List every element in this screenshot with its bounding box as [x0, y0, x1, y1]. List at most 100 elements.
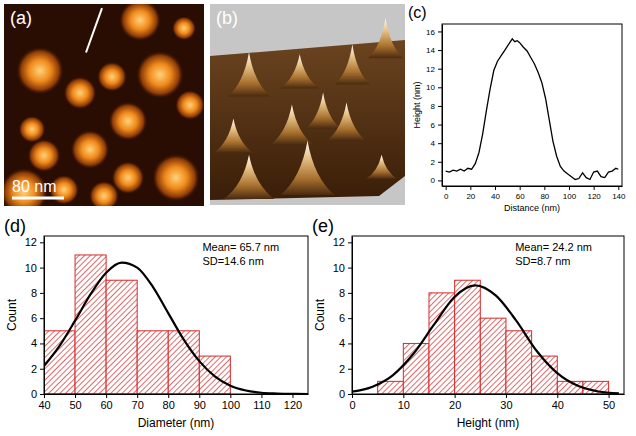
- axis-line: [44, 237, 45, 395]
- tick-mark: [348, 343, 352, 344]
- tick: 140: [612, 186, 626, 201]
- tick-mark: [348, 394, 352, 395]
- panel-label: (e): [312, 216, 334, 236]
- plot-area: [446, 39, 619, 180]
- tick-mark: [75, 394, 76, 398]
- tick-label: 2: [31, 363, 37, 375]
- tick-mark: [106, 394, 107, 398]
- tick: 0: [339, 388, 352, 400]
- particle: [71, 130, 110, 169]
- tick-label: 140: [612, 192, 626, 201]
- tick-mark: [40, 343, 44, 344]
- annotation: Mean= 65.7 nm: [202, 241, 279, 253]
- panel-label: (c): [408, 4, 427, 21]
- tick-label: 120: [587, 192, 601, 201]
- tick: 2: [431, 158, 442, 167]
- particle: [89, 181, 119, 206]
- tick-mark: [506, 394, 507, 398]
- tick-mark: [261, 394, 262, 398]
- tick-label: 0: [349, 399, 355, 411]
- histogram-bar: [455, 280, 481, 394]
- tick: 12: [426, 65, 442, 74]
- particle: [109, 102, 148, 141]
- tick: 0: [31, 388, 44, 400]
- tick: 16: [426, 28, 442, 37]
- tick-mark: [438, 87, 442, 88]
- plot-frame: [442, 24, 622, 186]
- tick-label: 8: [31, 287, 37, 299]
- tick-label: 8: [339, 287, 345, 299]
- tick-mark: [438, 50, 442, 51]
- tick-label: 100: [563, 192, 577, 201]
- particle: [19, 116, 46, 143]
- tick-mark: [495, 186, 496, 190]
- tick: 100: [563, 186, 577, 201]
- plot-area: [352, 280, 619, 394]
- tick-label: 60: [516, 192, 525, 201]
- tick-label: 8: [431, 102, 436, 111]
- axis-line: [353, 394, 625, 395]
- tick-mark: [446, 186, 447, 190]
- particle: [119, 4, 161, 41]
- tick-label: 14: [426, 46, 435, 55]
- surface-peak: [224, 155, 275, 199]
- tick: 12: [333, 236, 352, 248]
- tick-label: 30: [500, 399, 512, 411]
- profile-curve: [446, 39, 619, 180]
- particle: [175, 90, 204, 120]
- tick: 14: [426, 46, 442, 55]
- tick: 90: [194, 394, 206, 411]
- y-axis-title: Count: [5, 298, 19, 331]
- surface-peak: [270, 105, 313, 145]
- x-axis-title: Distance (nm): [504, 203, 560, 213]
- particle: [64, 76, 97, 109]
- tick-mark: [348, 293, 352, 294]
- surface-peak: [280, 54, 319, 88]
- surface-peak: [368, 18, 403, 58]
- surface-peak: [280, 141, 335, 195]
- particle: [136, 51, 184, 99]
- tick-label: 0: [31, 388, 37, 400]
- tick: 60: [516, 186, 525, 201]
- y-axis-title: Count: [313, 298, 327, 331]
- tick: 110: [253, 394, 271, 411]
- tick-mark: [199, 394, 200, 398]
- tick: 4: [31, 337, 44, 349]
- tick-label: 50: [603, 399, 615, 411]
- tick-label: 2: [339, 363, 345, 375]
- y-axis: 024681012: [333, 236, 353, 400]
- tick-label: 60: [100, 399, 112, 411]
- tick-mark: [40, 318, 44, 319]
- annotation: SD=14.6 nm: [202, 255, 263, 267]
- tick-mark: [438, 31, 442, 32]
- tick: 40: [552, 394, 564, 411]
- tick: 2: [31, 363, 44, 375]
- tick: 80: [540, 186, 549, 201]
- tick-label: 6: [31, 312, 37, 324]
- tick: 0: [349, 394, 355, 411]
- tick-label: 10: [333, 262, 345, 274]
- panel-label: (a): [10, 8, 32, 28]
- tick-mark: [609, 394, 610, 398]
- tick: 4: [431, 139, 442, 148]
- tick: 50: [603, 394, 615, 411]
- tick-label: 10: [398, 399, 410, 411]
- tick-label: 120: [284, 399, 302, 411]
- tick-label: 110: [253, 399, 271, 411]
- tick-label: 20: [449, 399, 461, 411]
- axis-line: [442, 25, 443, 187]
- tick-mark: [348, 268, 352, 269]
- y-axis-title: Height (nm): [412, 81, 422, 128]
- surface-background: [210, 4, 405, 205]
- tick: 30: [500, 394, 512, 411]
- tick-label: 12: [25, 236, 37, 248]
- tick-label: 80: [163, 399, 175, 411]
- y-axis: 024681012: [25, 236, 45, 400]
- tick-label: 10: [426, 83, 435, 92]
- axis-line: [443, 186, 623, 187]
- histogram-bar: [106, 280, 137, 394]
- histogram-bar: [506, 331, 532, 394]
- tick-mark: [438, 125, 442, 126]
- surface-peak: [214, 119, 253, 153]
- tick: 8: [339, 287, 352, 299]
